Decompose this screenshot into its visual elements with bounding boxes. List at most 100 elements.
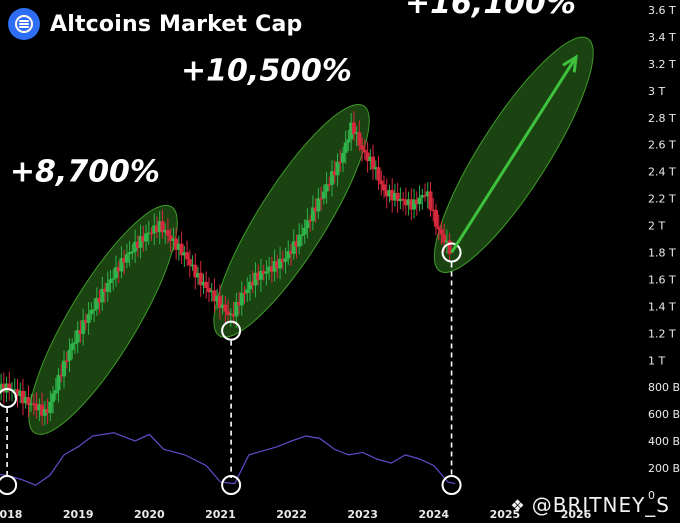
candle-body	[319, 198, 324, 200]
candle-body	[163, 230, 168, 233]
candle-body	[86, 314, 91, 323]
candle-body	[146, 232, 151, 235]
candle-body	[283, 258, 288, 262]
candle-body	[433, 209, 438, 227]
candle-body	[111, 278, 116, 280]
candle-body	[124, 254, 129, 263]
candle-body	[130, 251, 135, 254]
candle-body	[157, 221, 162, 233]
candle-body	[198, 272, 203, 286]
x-axis-label: 2025	[490, 508, 521, 521]
watermark: ❖ @BRITNEY_S	[510, 493, 670, 517]
y-axis-label: 2.6 T	[648, 139, 676, 152]
candle-body	[297, 234, 302, 247]
candle-body	[269, 266, 274, 272]
candle-body	[264, 271, 269, 274]
chart-title: Altcoins Market Cap	[50, 11, 303, 37]
candle-body	[420, 195, 425, 198]
candle-body	[209, 290, 214, 293]
y-axis-label: 3.6 T	[648, 4, 676, 17]
candle-body	[12, 389, 17, 391]
candle-body	[190, 264, 195, 267]
candle-body	[133, 241, 138, 252]
candle-body	[280, 258, 285, 262]
candle-body	[94, 297, 99, 310]
candle-body	[321, 191, 326, 199]
candle-body	[338, 161, 343, 164]
candle-body	[185, 252, 190, 260]
candle-body	[256, 272, 261, 280]
rsi-marker-circle	[221, 475, 242, 495]
candle-body	[390, 190, 395, 201]
candle-body	[412, 199, 417, 210]
y-axis-label: 1.6 T	[648, 273, 676, 286]
y-axis-label: 400 B	[648, 435, 680, 448]
rsi-line	[0, 432, 456, 486]
candle-body	[23, 397, 28, 404]
candle-body	[395, 192, 400, 202]
logo-icon	[8, 8, 40, 40]
candle-body	[206, 288, 211, 293]
candle-body	[149, 232, 154, 235]
candle-body	[89, 309, 94, 315]
candle-body	[417, 197, 422, 205]
candle-body	[48, 401, 53, 413]
candle-body	[144, 233, 149, 242]
candle-body	[154, 225, 159, 233]
candle-body	[439, 229, 444, 235]
candle-body	[250, 281, 255, 286]
candle-body	[196, 272, 201, 278]
candle-body	[127, 252, 132, 255]
candle-body	[1, 383, 6, 393]
candle-body	[409, 199, 414, 210]
y-axis-label: 2.8 T	[648, 112, 676, 125]
candle-body	[340, 152, 345, 163]
candle-body	[223, 304, 228, 312]
candle-body	[401, 198, 406, 201]
candle-body	[305, 220, 310, 228]
y-axis-label: 200 B	[648, 462, 680, 475]
candle-body	[403, 199, 408, 206]
candle-body	[431, 209, 436, 212]
candle-body	[384, 190, 389, 197]
x-axis-label: 2019	[63, 508, 94, 521]
candle-body	[302, 227, 307, 235]
candle-body	[15, 389, 20, 396]
price-marker-circle	[221, 320, 242, 341]
y-axis-label: 3.4 T	[648, 31, 676, 44]
candle-body	[335, 161, 340, 176]
price-marker-circle	[441, 242, 462, 263]
y-axis-label: 3 T	[648, 85, 665, 98]
candle-body	[376, 167, 381, 181]
candle-body	[253, 272, 258, 286]
candle-body	[239, 292, 244, 306]
y-axis-label: 2.2 T	[648, 193, 676, 206]
y-axis-label: 2 T	[648, 220, 665, 233]
candle-body	[152, 225, 157, 234]
price-marker-circle	[0, 388, 18, 408]
candle-body	[18, 390, 23, 396]
candle-body	[387, 190, 392, 197]
candle-body	[373, 167, 378, 170]
candle-body	[258, 270, 263, 280]
x-axis-label: 2024	[418, 508, 449, 521]
candle-body	[176, 243, 181, 250]
candle-body	[56, 374, 61, 391]
candle-body	[62, 360, 66, 377]
candle-body	[187, 259, 192, 266]
candle-body	[40, 404, 45, 416]
candle-body	[310, 207, 315, 222]
y-axis-label: 1.8 T	[648, 247, 676, 260]
candle-body	[226, 311, 231, 316]
candle-body	[316, 198, 321, 212]
candle-body	[360, 145, 365, 150]
y-axis-label: 0	[648, 489, 655, 502]
candle-body	[100, 288, 105, 303]
candle-body	[330, 171, 335, 185]
x-axis-label: 2018	[0, 508, 22, 521]
candle-body	[423, 195, 428, 197]
candle-body	[179, 243, 184, 256]
candle-body	[119, 258, 124, 272]
candle-body	[242, 292, 247, 295]
